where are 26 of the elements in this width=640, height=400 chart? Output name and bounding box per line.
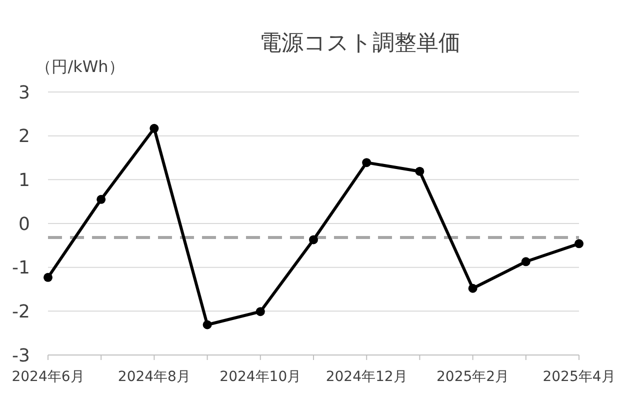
point xyxy=(44,272,52,282)
y-tick-label: 3 xyxy=(18,82,30,104)
point xyxy=(415,166,424,176)
y-tick-label: 2 xyxy=(18,126,30,148)
x-tick-label: 2024年12月 xyxy=(326,369,408,385)
y-tick-label: 1 xyxy=(18,170,30,191)
x-tick-label: 2024年8月 xyxy=(118,369,190,385)
point xyxy=(362,158,372,168)
point xyxy=(521,257,530,266)
y-tick-label: -1 xyxy=(12,258,30,279)
y-tick-label: 0 xyxy=(18,214,30,235)
point xyxy=(96,194,106,204)
x-tick-label: 2025年2月 xyxy=(436,369,510,385)
x-tick-label: 2024年10月 xyxy=(220,369,302,385)
y-axis-title: （円/kWh） xyxy=(36,57,124,76)
point xyxy=(150,124,159,133)
y-tick-label: -3 xyxy=(12,345,30,366)
point xyxy=(309,235,318,244)
chart-title: 電源コスト調整単価 xyxy=(260,31,460,56)
point xyxy=(468,284,478,293)
point xyxy=(202,320,212,330)
y-tick-label: -2 xyxy=(12,301,30,322)
point xyxy=(574,239,584,248)
point xyxy=(256,307,265,316)
x-tick-label: 2025年4月 xyxy=(542,369,616,385)
x-tick-label: 2024年6月 xyxy=(12,369,84,385)
